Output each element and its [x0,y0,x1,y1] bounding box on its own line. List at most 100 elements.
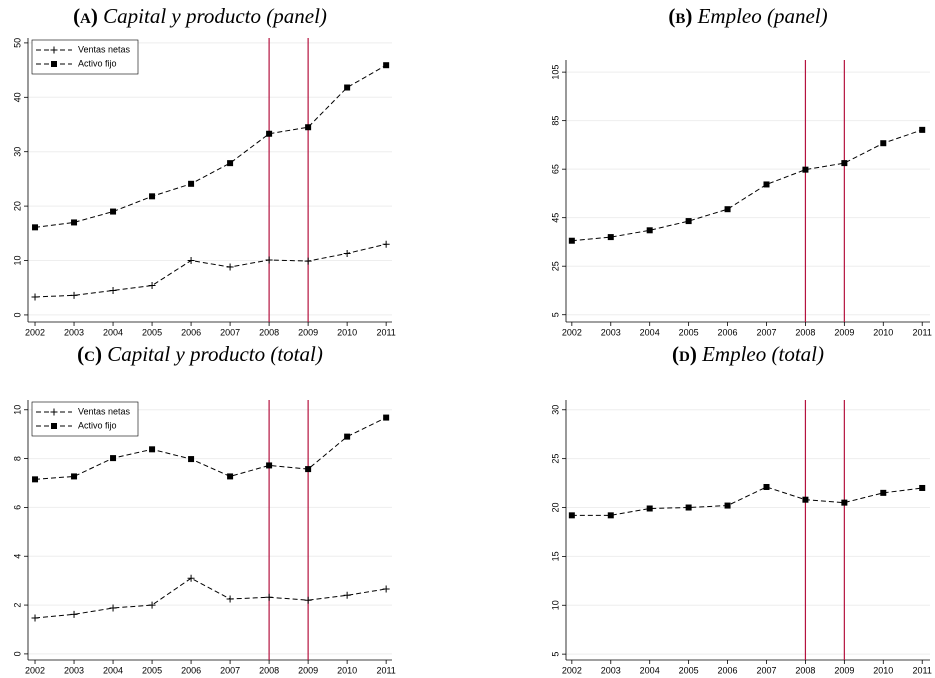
marker [919,126,926,133]
x-tick-label: 2010 [337,665,357,675]
marker [32,224,39,231]
x-tick-label: 2005 [142,327,162,337]
marker [646,227,653,234]
series-line [34,417,387,480]
marker [880,140,887,147]
marker [187,257,195,265]
title-text: Capital y producto (total) [107,342,323,366]
x-tick-label: 2002 [25,665,45,675]
marker [70,610,78,618]
y-tick-label: 25 [550,261,560,271]
legend-label: Ventas netas [78,406,131,416]
marker [304,596,312,604]
panel: (c) Capital y producto (total) 0 2 4 6 8 10 200… [12,342,395,676]
y-tick-label: 85 [550,116,560,126]
legend-marker [51,61,57,67]
marker [265,256,273,264]
y-tick-label: 10 [550,600,560,610]
series-line [34,577,387,619]
marker [382,585,390,593]
x-tick-label: 2009 [834,665,854,675]
marker [305,466,312,473]
x-tick-label: 2006 [181,327,201,337]
panel-label: (c) [77,342,102,366]
y-tick-label: 20 [550,503,560,513]
marker [32,476,39,483]
x-tick-label: 2002 [562,327,582,337]
x-tick-label: 2007 [756,327,776,337]
marker [109,604,117,612]
title-text: Empleo (panel) [697,4,828,28]
title-text: Capital y producto (panel) [103,4,327,28]
marker [343,591,351,599]
x-tick-label: 2002 [562,665,582,675]
marker [724,502,731,509]
series-line [34,64,387,228]
panel: (b) Empleo (panel) 5 25 45 65 85 105 2002 2003 20… [550,4,932,338]
marker [110,455,117,462]
marker [70,291,78,299]
x-tick-label: 2004 [103,665,123,675]
marker [71,219,78,226]
panel-label: (d) [672,342,697,366]
legend-label: Ventas netas [78,44,131,54]
x-tick-label: 2003 [601,327,621,337]
x-tick-label: 2009 [298,665,318,675]
marker [646,505,653,512]
legend-label: Activo fijo [78,420,117,430]
x-tick-label: 2003 [64,327,84,337]
marker [266,130,273,137]
x-tick-label: 2008 [259,327,279,337]
marker [226,595,234,603]
marker [763,483,770,490]
marker [265,593,273,601]
x-tick-label: 2003 [601,665,621,675]
panel: (d) Empleo (total) 5 10 15 20 25 30 2002 2003 200… [550,342,932,676]
legend-marker [50,46,58,54]
marker [188,456,195,463]
y-tick-label: 25 [550,454,560,464]
x-tick-label: 2007 [220,665,240,675]
panel-label: (b) [668,4,692,28]
x-tick-label: 2006 [718,327,738,337]
marker [763,181,770,188]
y-tick-label: 6 [12,505,22,510]
marker [841,160,848,167]
x-tick-label: 2010 [873,327,893,337]
marker [148,282,156,290]
y-tick-label: 0 [12,312,22,317]
legend-marker [51,423,57,429]
y-tick-label: 5 [550,312,560,317]
series-line [571,129,923,242]
marker [607,234,614,241]
marker [187,574,195,582]
x-tick-label: 2008 [795,665,815,675]
marker [880,489,887,496]
x-tick-label: 2010 [873,665,893,675]
x-tick-label: 2006 [181,665,201,675]
y-tick-label: 8 [12,456,22,461]
marker [110,208,117,215]
panel-title: (d) Empleo (total) [672,342,824,366]
x-tick-label: 2009 [834,327,854,337]
x-tick-label: 2004 [103,327,123,337]
marker [31,614,39,622]
marker [227,160,234,167]
marker [343,249,351,257]
marker [568,512,575,519]
y-tick-label: 15 [550,551,560,561]
marker [304,257,312,265]
marker [188,180,195,187]
marker [383,62,390,69]
y-tick-label: 30 [12,147,22,157]
y-tick-label: 65 [550,164,560,174]
legend-box [31,39,139,75]
series-line [35,243,387,298]
x-tick-label: 2006 [718,665,738,675]
x-tick-label: 2011 [376,665,395,675]
y-tick-label: 10 [12,405,22,415]
marker [71,473,78,480]
marker [344,84,351,91]
y-tick-label: 40 [12,92,22,102]
panel-label: (a) [73,4,98,28]
